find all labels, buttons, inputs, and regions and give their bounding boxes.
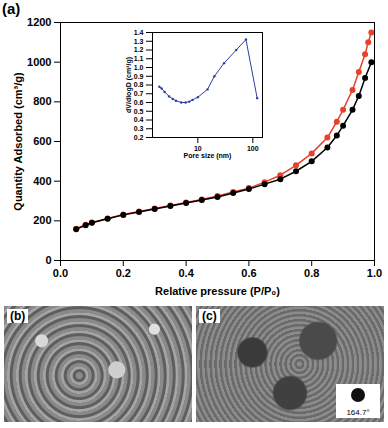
svg-text:400: 400 <box>33 175 51 187</box>
svg-text:1.1: 1.1 <box>134 55 144 62</box>
svg-text:0.8: 0.8 <box>134 81 144 88</box>
svg-text:0.3: 0.3 <box>134 125 144 132</box>
svg-text:1200: 1200 <box>27 16 51 28</box>
svg-text:Quantity Adsorbed (cm³/g): Quantity Adsorbed (cm³/g) <box>12 72 24 211</box>
svg-text:Relative pressure (P/P₀): Relative pressure (P/P₀) <box>155 285 280 297</box>
svg-text:1.3: 1.3 <box>134 37 144 44</box>
html-text:164.7°: 164.7° <box>346 408 370 417</box>
svg-text:Pore size (nm): Pore size (nm) <box>184 152 232 160</box>
html-text:(c): (c) <box>202 309 217 323</box>
html-text:(a): (a) <box>2 0 21 17</box>
svg-text:0.7: 0.7 <box>134 90 144 97</box>
svg-text:10: 10 <box>193 145 202 153</box>
svg-text:600: 600 <box>33 135 51 147</box>
svg-text:0.2: 0.2 <box>134 134 144 141</box>
svg-text:0.8: 0.8 <box>304 267 319 279</box>
svg-text:100: 100 <box>247 145 259 152</box>
svg-text:1.2: 1.2 <box>134 46 144 53</box>
html-text:(b): (b) <box>10 309 26 323</box>
svg-text:0.4: 0.4 <box>178 267 194 279</box>
svg-text:0.6: 0.6 <box>134 99 144 106</box>
svg-text:0: 0 <box>45 254 51 266</box>
svg-text:1000: 1000 <box>27 56 51 68</box>
svg-text:0.5: 0.5 <box>134 107 144 114</box>
svg-text:1.0: 1.0 <box>134 64 144 71</box>
svg-text:0.4: 0.4 <box>134 116 144 123</box>
svg-text:200: 200 <box>33 214 51 226</box>
svg-text:0.2: 0.2 <box>116 267 131 279</box>
svg-text:0.9: 0.9 <box>134 72 144 79</box>
svg-text:800: 800 <box>33 95 51 107</box>
svg-text:0.0: 0.0 <box>53 267 68 279</box>
svg-text:dV/dlogD (cm³/g): dV/dlogD (cm³/g) <box>125 57 133 113</box>
svg-text:1.0: 1.0 <box>367 267 382 279</box>
svg-text:1.4: 1.4 <box>134 29 144 36</box>
svg-text:0.6: 0.6 <box>241 267 256 279</box>
